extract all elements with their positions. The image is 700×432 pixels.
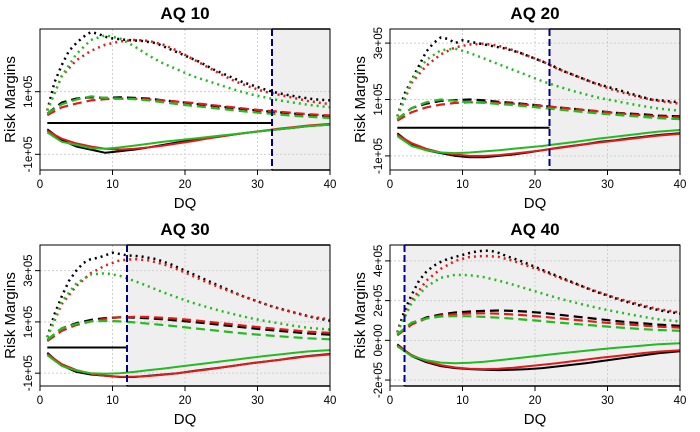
y-axis-label: Risk Margins [2,272,19,359]
series-red-solid-8 [396,344,681,371]
series-green-solid-10 [396,129,681,155]
series-green-dotted-3 [396,273,681,333]
series-green-dashed-6 [46,319,331,341]
x-tick-label: 0 [387,395,393,407]
x-tick-label: 10 [106,179,119,191]
panel-title: AQ 30 [160,220,209,239]
x-tick-label: 20 [179,395,192,407]
series-black-dotted-1 [396,36,681,117]
x-tick-label: 20 [529,179,542,191]
x-tick-label: 30 [251,179,264,191]
x-tick-label: 10 [456,395,469,407]
x-tick-label: 10 [456,179,469,191]
x-tick-label: 20 [529,395,542,407]
shaded-region [127,245,330,386]
x-tick-label: 40 [674,395,687,407]
series-red-dashed-5 [46,97,331,117]
y-tick-label: -1e+05 [23,355,35,391]
x-tick-label: 0 [37,395,43,407]
panel-4: 0 10 20 30 40 -2e+05 0e+00 2e+05 4e+05 AQ 40 DQ Ris… [352,220,686,428]
series-green-solid-9 [396,342,681,365]
y-axis-label: Risk Margins [352,56,369,143]
series-red-dashed-5 [396,101,681,122]
series-green-dotted-3 [46,34,331,111]
x-axis-label: DQ [174,411,197,428]
x-tick-label: 40 [674,179,687,191]
x-tick-label: 0 [387,179,393,191]
x-tick-label: 40 [324,179,337,191]
x-tick-label: 20 [179,179,192,191]
panel-title: AQ 40 [510,220,559,239]
series-green-dashed-6 [396,98,681,121]
panel-3: 0 10 20 30 40 -1e+05 1e+05 3e+05 AQ 30 DQ Risk Mar… [2,220,336,428]
panel-title: AQ 10 [160,4,209,23]
series-green-dotted-3 [396,47,681,117]
series-red-dotted-2 [396,42,681,117]
series-green-dashed-6 [46,95,331,120]
y-tick-label: 1e+05 [373,83,385,115]
x-axis-label: DQ [524,411,547,428]
series-green-solid-10 [46,349,331,375]
x-tick-label: 30 [601,395,614,407]
y-tick-label: -1e+05 [23,136,35,172]
y-tick-label: 0e+00 [373,324,385,356]
panel-1: 0 10 20 30 40 -1e+05 1e+05 AQ 10 DQ Risk Margins [2,4,336,212]
y-tick-label: 3e+05 [23,254,35,286]
y-tick-label: 1e+05 [23,76,35,108]
series-red-dotted-2 [46,38,331,111]
series-green-dashed-6 [396,315,681,336]
series-green-solid-10 [46,123,331,150]
x-axis-label: DQ [174,195,197,212]
x-tick-label: 10 [106,395,119,407]
y-tick-label: 4e+05 [373,245,385,277]
x-tick-label: 30 [251,395,264,407]
series-red-dotted-2 [46,257,331,338]
series-black-dotted-1 [396,249,681,333]
x-tick-label: 40 [324,395,337,407]
y-axis-label: Risk Margins [2,56,19,143]
y-tick-label: -2e+05 [373,362,385,398]
x-tick-label: 30 [601,179,614,191]
y-tick-label: 2e+05 [373,284,385,316]
series-black-dotted-1 [46,251,331,338]
shaded-region [272,29,330,170]
x-tick-label: 0 [37,179,43,191]
y-tick-label: 3e+05 [373,27,385,59]
y-tick-label: -1e+05 [373,138,385,174]
panel-2: 0 10 20 30 40 -1e+05 1e+05 3e+05 AQ 20 DQ Risk Mar… [352,4,686,212]
y-axis-label: Risk Margins [352,272,369,359]
panel-title: AQ 20 [510,4,559,23]
y-tick-label: 1e+05 [23,306,35,338]
series-black-dashed-4 [46,316,331,341]
series-red-dashed-5 [396,312,681,337]
series-black-dashed-4 [396,309,681,336]
x-axis-label: DQ [524,195,547,212]
